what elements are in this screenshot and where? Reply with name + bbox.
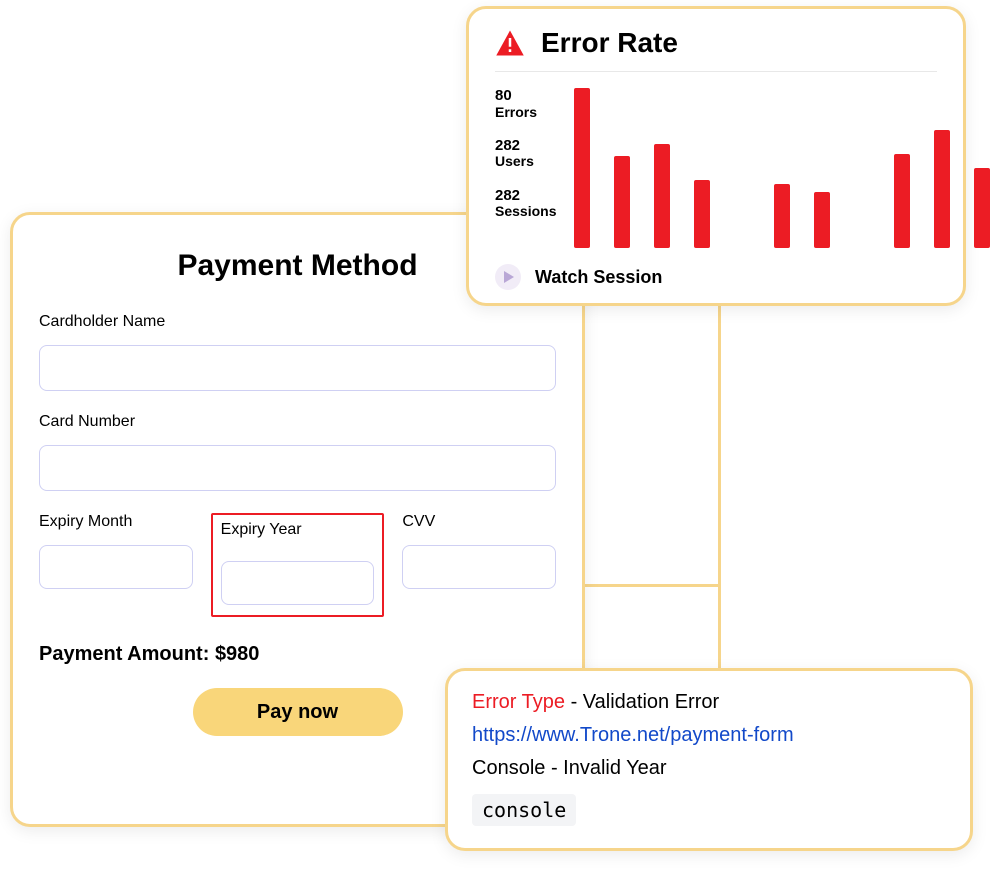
cardholder-label: Cardholder Name (39, 313, 556, 331)
error-rate-chart (574, 82, 990, 252)
console-label: Console (472, 757, 545, 779)
chart-bar (574, 88, 590, 248)
expiry-year-field: Expiry Year (211, 513, 385, 617)
cvv-field: CVV (402, 513, 556, 617)
chart-bar (814, 192, 830, 248)
stat-sessions-value: 282 (495, 188, 556, 205)
cardholder-input[interactable] (39, 345, 556, 391)
error-rate-header: Error Rate (495, 27, 937, 72)
chart-bar (934, 130, 950, 248)
stat-users-label: Users (495, 154, 556, 169)
error-rate-card: Error Rate 80 Errors 282 Users 282 Sessi… (466, 6, 966, 306)
chart-bar (774, 184, 790, 248)
error-type-label: Error Type (472, 691, 565, 713)
error-type-value: Validation Error (583, 691, 719, 713)
error-url[interactable]: https://www.Trone.net/payment-form (472, 724, 946, 747)
expiry-month-input[interactable] (39, 545, 193, 589)
chart-bar (654, 144, 670, 248)
error-rate-title: Error Rate (541, 27, 678, 59)
warning-icon (495, 29, 525, 57)
stat-errors-value: 80 (495, 88, 556, 105)
error-rate-stats: 80 Errors 282 Users 282 Sessions (495, 82, 556, 252)
stat-sessions-label: Sessions (495, 204, 556, 219)
cardnumber-field: Card Number (39, 413, 556, 491)
expiry-month-label: Expiry Month (39, 513, 193, 531)
watch-session[interactable]: Watch Session (495, 264, 937, 290)
error-rate-body: 80 Errors 282 Users 282 Sessions (495, 82, 937, 252)
expiry-year-label: Expiry Year (221, 521, 375, 539)
expiry-row: Expiry Month Expiry Year CVV (39, 513, 556, 617)
expiry-year-input[interactable] (221, 561, 375, 605)
play-icon (495, 264, 521, 290)
cvv-label: CVV (402, 513, 556, 531)
error-type-sep: - (571, 691, 583, 713)
error-type-line: Error Type - Validation Error (472, 691, 946, 714)
error-details-card: Error Type - Validation Error https://ww… (445, 668, 973, 851)
stat-errors-label: Errors (495, 105, 556, 120)
connector-vertical (718, 304, 721, 670)
stat-errors: 80 Errors (495, 88, 556, 120)
console-tag: console (472, 794, 576, 826)
chart-bar (894, 154, 910, 248)
cardnumber-input[interactable] (39, 445, 556, 491)
stat-sessions: 282 Sessions (495, 188, 556, 220)
console-value: Invalid Year (563, 757, 666, 779)
stat-users-value: 282 (495, 138, 556, 155)
payment-amount: Payment Amount: $980 (39, 643, 556, 666)
cvv-input[interactable] (402, 545, 556, 589)
cardnumber-label: Card Number (39, 413, 556, 431)
chart-bar (614, 156, 630, 248)
watch-session-label: Watch Session (535, 267, 662, 288)
connector-horizontal (583, 584, 720, 587)
chart-bar (974, 168, 990, 248)
chart-bar (694, 180, 710, 248)
console-line: Console - Invalid Year (472, 757, 946, 780)
pay-now-button[interactable]: Pay now (193, 688, 403, 736)
console-sep: - (551, 757, 563, 779)
expiry-month-field: Expiry Month (39, 513, 193, 617)
stat-users: 282 Users (495, 138, 556, 170)
cardholder-field: Cardholder Name (39, 313, 556, 391)
